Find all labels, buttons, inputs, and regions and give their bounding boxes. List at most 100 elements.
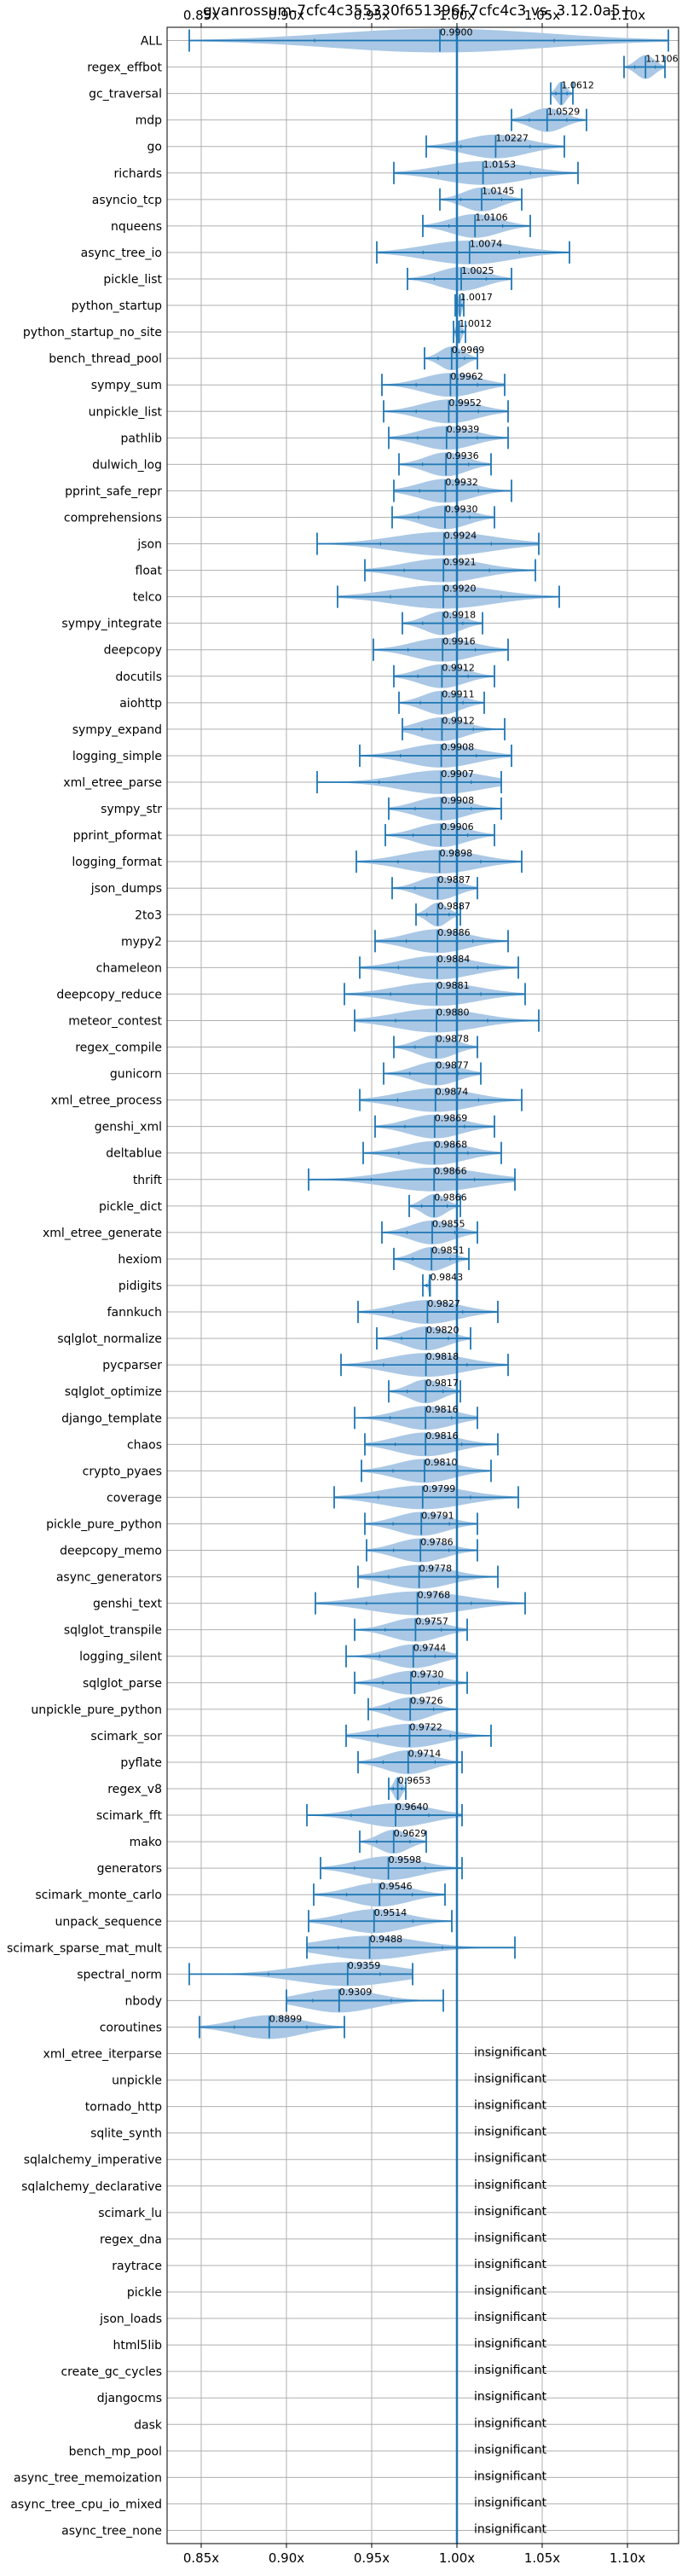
value-label: 0.9640	[396, 1801, 429, 1813]
plot-frame	[166, 26, 679, 2544]
row-label: regex_v8	[107, 1783, 162, 1796]
value-label: 0.9908	[442, 742, 475, 753]
row-label: bench_thread_pool	[49, 352, 162, 366]
insignificant-label: insignificant	[474, 2390, 547, 2404]
value-label: 0.9817	[425, 1378, 459, 1389]
row-label: logging_simple	[72, 750, 162, 763]
value-label: 0.9546	[379, 1881, 413, 1892]
insignificant-label: insignificant	[474, 2364, 547, 2377]
row-label: chameleon	[96, 961, 162, 975]
value-label: 0.9730	[411, 1669, 444, 1680]
insignificant-label: insignificant	[474, 2231, 547, 2245]
row-label: unpickle_pure_python	[31, 1703, 162, 1717]
row-label: mako	[130, 1836, 162, 1849]
row-label: scimark_lu	[98, 2207, 162, 2220]
row-label: logging_silent	[79, 1651, 162, 1664]
value-label: 0.9744	[413, 1643, 447, 1654]
row-label: sqlglot_normalize	[57, 1332, 162, 1346]
row-label: unpickle_list	[89, 405, 163, 419]
row-label: xml_etree_generate	[43, 1227, 162, 1240]
value-label: 0.9912	[442, 663, 475, 674]
x-tick-label-bottom: 0.95x	[354, 2550, 390, 2566]
row-label: comprehensions	[64, 511, 162, 525]
row-label: gc_traversal	[89, 88, 162, 102]
chart-title: gvanrossum-7cfc4c355330f651396f-7cfc4c3 …	[203, 3, 633, 20]
value-label: 0.9855	[432, 1219, 465, 1230]
value-label: 0.9962	[450, 371, 483, 382]
row-label: asyncio_tcp	[92, 194, 162, 207]
value-label: 0.9900	[440, 26, 473, 38]
row-label: xml_etree_process	[51, 1094, 162, 1108]
value-label: 0.9722	[409, 1722, 442, 1733]
value-label: 0.9768	[418, 1589, 450, 1600]
row-label: pickle_pure_python	[46, 1517, 162, 1531]
insignificant-label: insignificant	[474, 2152, 547, 2166]
value-label: 0.9799	[423, 1483, 456, 1494]
value-label: 0.9359	[348, 1960, 381, 1971]
insignificant-label: insignificant	[474, 2099, 547, 2113]
row-label: crypto_pyaes	[83, 1465, 162, 1478]
value-label: 0.9726	[410, 1696, 443, 1707]
value-label: 0.9881	[436, 980, 470, 991]
x-tick-label-bottom: 0.90x	[269, 2550, 304, 2566]
insignificant-label: insignificant	[474, 2496, 547, 2509]
value-label: 0.9884	[437, 954, 471, 965]
value-label: 0.9878	[436, 1033, 469, 1044]
row-label: sqlite_synth	[90, 2127, 162, 2141]
row-label: coverage	[107, 1491, 162, 1505]
value-label: 0.9866	[434, 1192, 467, 1204]
row-label: 2to3	[135, 908, 162, 922]
insignificant-label: insignificant	[474, 2126, 547, 2139]
row-label: ALL	[141, 35, 162, 49]
row-label: pidigits	[118, 1279, 162, 1293]
row-label: hexiom	[118, 1253, 162, 1267]
row-label: docutils	[115, 670, 162, 684]
row-label: xml_etree_parse	[63, 776, 162, 790]
row-label: tornado_http	[85, 2101, 162, 2115]
row-label: regex_effbot	[87, 61, 162, 75]
value-label: 0.9653	[398, 1775, 431, 1786]
value-label: 0.9921	[443, 556, 477, 567]
row-label: float	[136, 565, 163, 578]
insignificant-label: insignificant	[474, 2522, 547, 2536]
x-tick-label-top: 1.00x	[439, 8, 475, 23]
insignificant-label: insignificant	[474, 2179, 547, 2192]
row-label: unpack_sequence	[55, 1915, 162, 1929]
row-label: go	[147, 141, 162, 154]
row-label: deltablue	[106, 1147, 162, 1161]
value-label: 1.0025	[461, 265, 494, 276]
insignificant-label: insignificant	[474, 2337, 547, 2351]
row-label: pathlib	[121, 432, 163, 445]
row-label: pprint_safe_repr	[65, 484, 162, 498]
value-label: 0.9908	[442, 795, 475, 806]
row-label: spectral_norm	[77, 1968, 162, 1981]
value-label: 0.9916	[442, 636, 476, 647]
range-bars	[188, 29, 669, 2039]
value-label: 0.9932	[445, 477, 478, 488]
row-label: pickle_dict	[99, 1200, 163, 1214]
value-label: 1.0529	[547, 106, 581, 117]
row-label: dulwich_log	[92, 458, 162, 472]
row-label: sqlglot_parse	[83, 1677, 162, 1691]
value-label: 1.0106	[475, 212, 508, 223]
row-label: nqueens	[111, 220, 162, 234]
row-label: meteor_contest	[68, 1014, 162, 1028]
value-label: 0.9868	[435, 1140, 467, 1151]
row-label: python_startup	[72, 299, 162, 313]
row-label: scimark_fft	[96, 1809, 163, 1823]
row-label: sqlalchemy_declarative	[21, 2180, 162, 2194]
row-label: sqlglot_transpile	[64, 1624, 162, 1638]
value-label: 0.9778	[419, 1563, 452, 1574]
value-label: 1.0074	[470, 239, 503, 250]
row-label: async_tree_none	[61, 2524, 162, 2538]
row-label: sqlglot_optimize	[65, 1385, 162, 1399]
value-label: 0.9920	[443, 583, 477, 594]
row-label: aiohttp	[119, 697, 162, 711]
value-label: 0.9887	[437, 901, 471, 912]
x-tick-label-bottom: 0.85x	[183, 2550, 219, 2566]
row-label: pyflate	[120, 1756, 162, 1770]
row-label: django_template	[61, 1412, 162, 1425]
row-label: create_gc_cycles	[61, 2365, 162, 2379]
value-label: 0.9877	[436, 1059, 469, 1070]
